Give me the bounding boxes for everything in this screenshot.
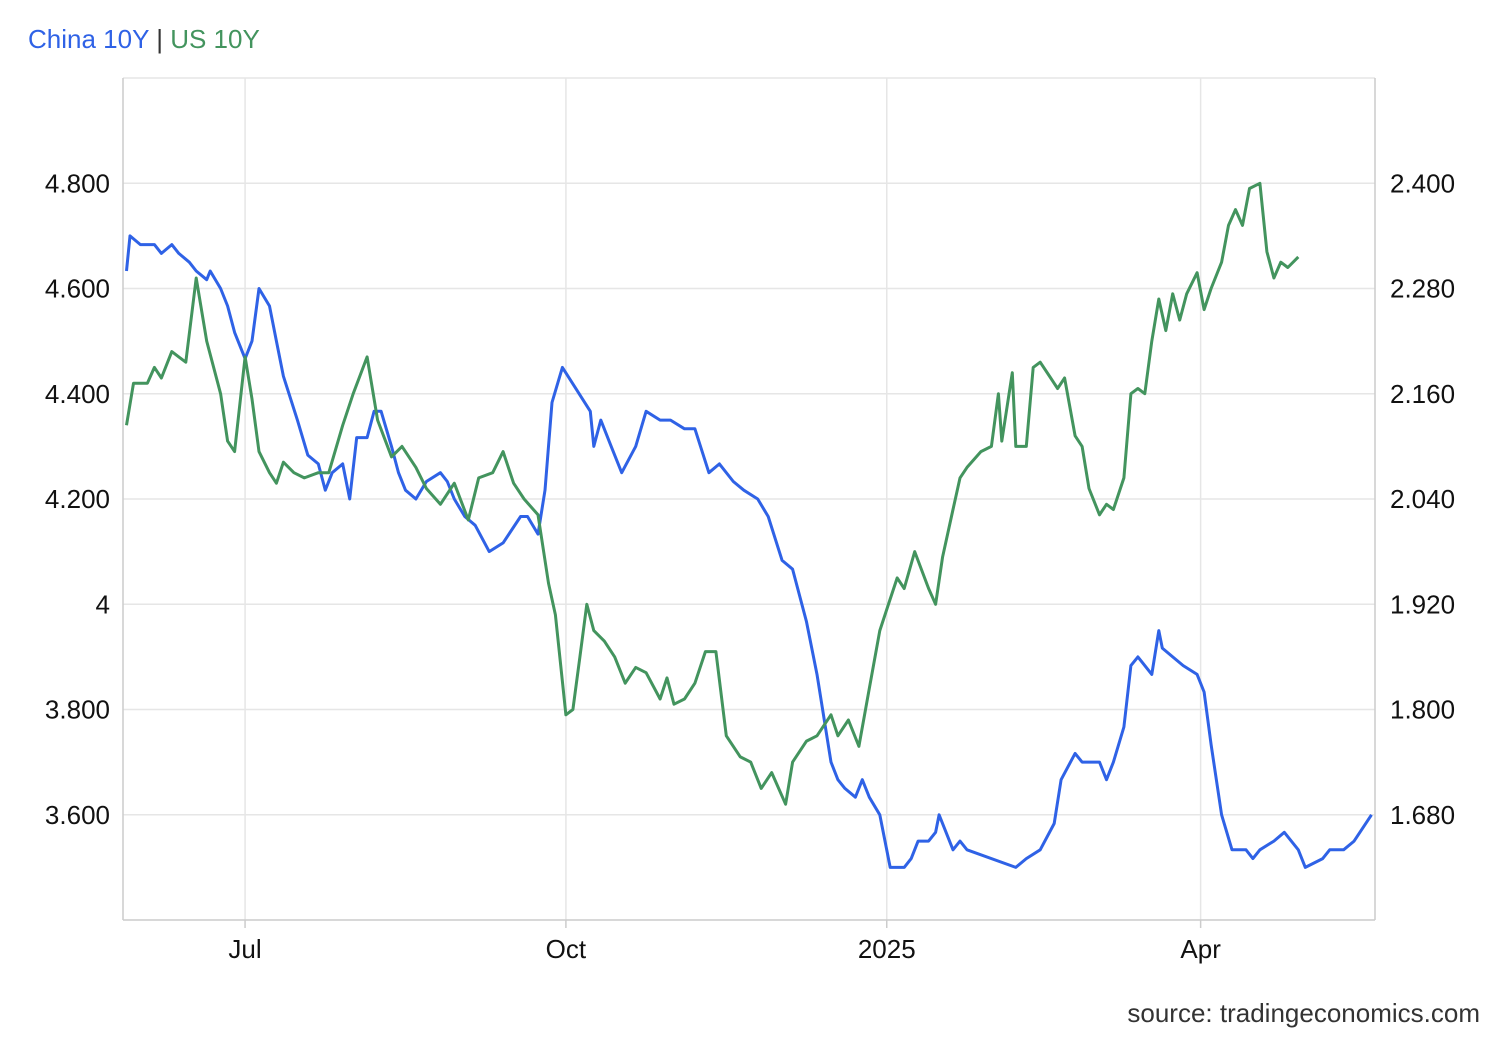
y-left-tick-label: 4.400 — [45, 379, 110, 409]
y-left-tick-label: 4.600 — [45, 274, 110, 304]
x-tick-label: Jul — [228, 934, 261, 964]
x-tick-label: Oct — [546, 934, 587, 964]
china-10y-line — [125, 234, 1373, 869]
tick-label-layer: 3.600 3.800 4 4.200 4.400 4.600 4.800 1.680 1.80… — [45, 168, 1455, 964]
y-right-tick-label: 2.160 — [1390, 379, 1455, 409]
us-10y-line — [125, 181, 1300, 806]
grid-layer — [123, 77, 1375, 920]
y-left-tick-label: 3.800 — [45, 695, 110, 725]
y-right-tick-label: 2.400 — [1390, 168, 1455, 198]
source-credit[interactable]: source: tradingeconomics.com — [1127, 998, 1480, 1028]
y-left-tick-label: 4.200 — [45, 484, 110, 514]
series-layer — [125, 181, 1373, 869]
y-left-tick-label: 4 — [96, 589, 110, 619]
chart-legend: China 10Y | US 10Y — [28, 22, 260, 56]
y-right-tick-label: 2.280 — [1390, 274, 1455, 304]
y-right-tick-label: 1.800 — [1390, 695, 1455, 725]
y-right-tick-label: 1.920 — [1390, 589, 1455, 619]
y-left-tick-label: 3.600 — [45, 800, 110, 830]
y-right-tick-label: 2.040 — [1390, 484, 1455, 514]
legend-us-10y[interactable]: US 10Y — [170, 24, 260, 54]
y-right-tick-label: 1.680 — [1390, 800, 1455, 830]
y-left-tick-label: 4.800 — [45, 168, 110, 198]
axis-layer — [122, 78, 1376, 928]
legend-separator: | — [156, 24, 163, 54]
x-tick-label: 2025 — [858, 934, 916, 964]
legend-china-10y[interactable]: China 10Y — [28, 24, 149, 54]
x-tick-label: Apr — [1180, 934, 1221, 964]
